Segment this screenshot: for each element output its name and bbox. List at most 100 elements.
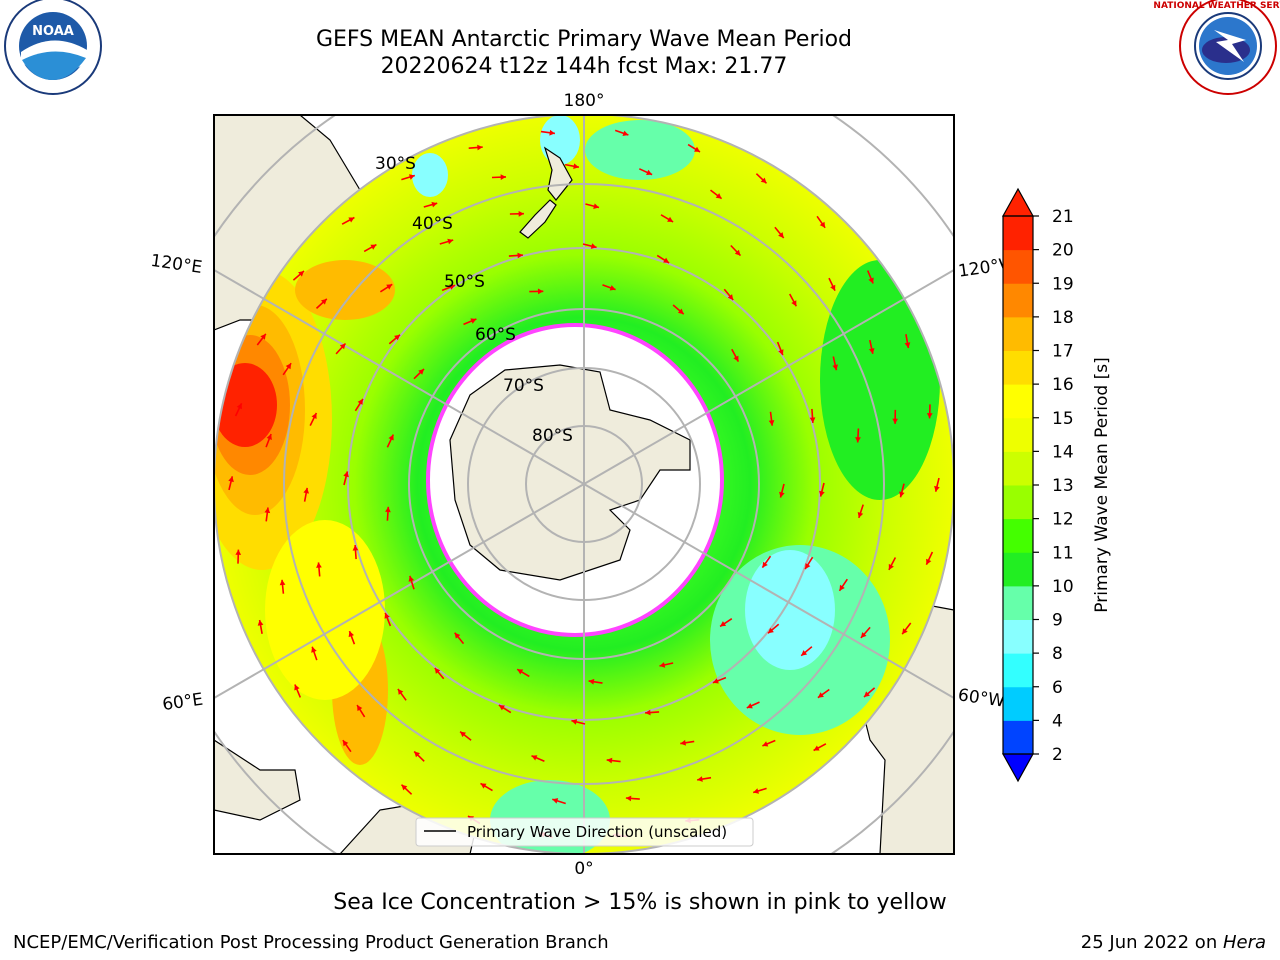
wave-arrow-head — [311, 413, 317, 419]
colorbar-tick-label: 6 — [1052, 678, 1063, 698]
colorbar-cell — [1003, 552, 1033, 587]
wave-arrow-head — [892, 418, 898, 424]
wave-arrow-head — [537, 288, 544, 295]
wave-arrow-head — [460, 731, 466, 738]
colorbar-cell — [1003, 619, 1033, 654]
wave-arrow-head — [819, 490, 825, 497]
colorbar-top-extension — [1001, 187, 1035, 217]
wave-arrow-head — [294, 684, 300, 691]
colorbar-bottom-extension — [1001, 753, 1035, 783]
colorbar-cell — [1003, 283, 1033, 318]
wave-arrow-head — [768, 420, 775, 426]
colorbar-tick-label: 13 — [1052, 476, 1074, 496]
colorbar-cell — [1003, 350, 1033, 385]
wave-arrow-head — [768, 627, 774, 634]
wave-arrow-head — [904, 342, 911, 348]
wave-arrow-head — [552, 798, 559, 804]
wave-arrow-head — [609, 285, 616, 291]
colorbar-tick-label: 21 — [1052, 207, 1074, 227]
colorbar-cell — [1003, 451, 1033, 486]
wave-arrow-head — [762, 561, 768, 568]
noaa-logo: NOAA — [4, 0, 102, 95]
wave-arrow-head — [357, 398, 363, 405]
wave-arrow-head — [384, 612, 390, 619]
colorbar-cell — [1003, 518, 1033, 553]
nws-logo-text: NATIONAL WEATHER SERVICE — [1153, 1, 1280, 11]
wave-arrow-head — [236, 403, 242, 410]
colorbar-title: Primary Wave Mean Period [s] — [1092, 357, 1112, 612]
wave-arrow-head — [348, 217, 355, 223]
wave-arrow-head — [762, 741, 769, 747]
wave-arrow-head — [588, 678, 595, 685]
wave-arrow-head — [864, 691, 870, 697]
wave-arrow-head — [805, 563, 811, 570]
wave-arrow-head — [860, 632, 867, 638]
colorbar-cell — [1003, 216, 1033, 251]
colorbar-tick-label: 14 — [1052, 442, 1074, 462]
wave-arrow-head — [228, 476, 234, 483]
wave-arrow-head — [388, 434, 394, 441]
wave-arrow-head — [401, 784, 408, 791]
colorbar-tick-label: 20 — [1052, 241, 1074, 261]
wave-arrow-head — [518, 211, 524, 217]
wave-arrow-head — [418, 369, 424, 375]
wave-arrow-head — [677, 308, 684, 315]
wave-arrow-head — [285, 363, 292, 370]
wave-arrow-head — [625, 795, 632, 802]
footer-date-text: 25 Jun 2022 on — [1080, 932, 1223, 953]
colorbar-cell — [1003, 585, 1033, 620]
wave-arrow-head — [868, 277, 874, 284]
wave-arrow-head — [733, 355, 739, 362]
wave-arrow-head — [321, 298, 327, 305]
colorbar-tick-label: 17 — [1052, 342, 1074, 362]
colorbar-cell — [1003, 720, 1033, 755]
wave-arrow-head — [235, 549, 242, 555]
wave-arrow-head — [264, 507, 271, 514]
wave-arrow-head — [370, 244, 377, 250]
wave-arrow-head — [667, 216, 674, 222]
wave-arrow-head — [408, 575, 415, 582]
wave-arrow-head — [868, 348, 875, 354]
wave-arrow-head — [470, 318, 477, 324]
wave-arrow-head — [926, 558, 932, 565]
colorbar-cell — [1003, 384, 1033, 419]
wave-arrow-head — [298, 271, 304, 277]
colorbar-cell — [1003, 417, 1033, 452]
lat-label-60s: 60°S — [475, 325, 516, 345]
wave-arrow-head — [531, 755, 538, 761]
colorbar-ticks: 2 4 6 8 9 10 11 12 13 14 15 16 17 18 19 20 21 — [1033, 207, 1074, 765]
lat-label-30s: 30°S — [375, 154, 416, 174]
wave-arrow-head — [409, 174, 415, 180]
wave-arrow-head — [857, 512, 864, 518]
wave-arrow-head — [926, 413, 933, 419]
wave-arrow-head — [590, 243, 597, 249]
wave-arrow-head — [746, 703, 753, 709]
wave-arrow-head — [659, 662, 666, 668]
wave-arrow-head — [517, 669, 524, 675]
map-title: GEFS MEAN Antarctic Primary Wave Mean Pe… — [315, 27, 853, 52]
wave-arrow-head — [260, 333, 266, 340]
wave-arrow-head — [645, 709, 651, 716]
colorbar-tick-label: 2 — [1052, 745, 1063, 765]
wave-arrow-head — [431, 201, 438, 208]
footer-credit: NCEP/EMC/Verification Post Processing Pr… — [13, 932, 609, 953]
map-area: 30°S 40°S 50°S 60°S 70°S 80°S Primary Wa… — [214, 115, 954, 854]
wave-arrow-head — [888, 563, 894, 570]
colorbar-tick-label: 8 — [1052, 644, 1063, 664]
wave-arrow-head — [477, 144, 483, 151]
colorbar-cells — [1003, 216, 1033, 755]
wave-arrow-head — [791, 300, 797, 307]
wave-arrow-head — [727, 294, 734, 300]
wave-arrow-head — [646, 169, 653, 175]
noaa-logo-text: NOAA — [32, 24, 74, 39]
colorbar-cell — [1003, 485, 1033, 520]
nws-logo: NATIONAL WEATHER SERVICE — [1153, 0, 1280, 95]
colorbar-tick-label: 15 — [1052, 409, 1074, 429]
lat-label-80s: 80°S — [532, 426, 573, 446]
wave-arrow-head — [899, 491, 905, 498]
wave-arrow-head — [839, 584, 845, 591]
wave-arrow-head — [809, 417, 816, 423]
wave-arrow-head — [663, 257, 670, 263]
wave-arrow-head — [760, 177, 767, 184]
wave-arrow-head — [303, 487, 309, 494]
